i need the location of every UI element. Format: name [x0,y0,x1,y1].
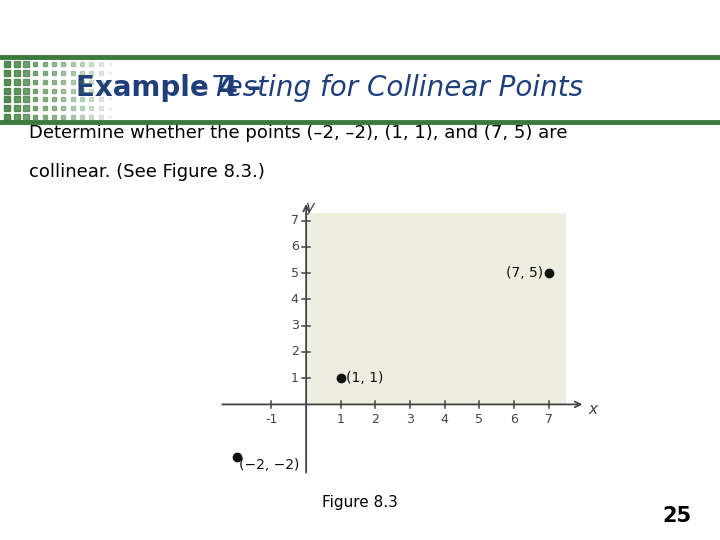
Text: (1, 1): (1, 1) [346,371,383,385]
Text: 25: 25 [662,507,691,526]
Text: 3: 3 [291,319,299,332]
Text: 6: 6 [291,240,299,253]
Text: 7: 7 [545,413,553,426]
Text: 5: 5 [475,413,483,426]
Text: Testing for Collinear Points: Testing for Collinear Points [212,74,583,102]
Text: 1: 1 [291,372,299,384]
Text: x: x [589,402,598,417]
Text: 7: 7 [290,214,299,227]
Text: 4: 4 [291,293,299,306]
Text: (7, 5): (7, 5) [506,266,544,280]
Text: (−2, −2): (−2, −2) [238,458,299,472]
Text: 1: 1 [337,413,345,426]
Text: 4: 4 [441,413,449,426]
Text: 6: 6 [510,413,518,426]
Text: 2: 2 [372,413,379,426]
Text: Example 4 –: Example 4 – [76,74,271,102]
Text: collinear. (See Figure 8.3.): collinear. (See Figure 8.3.) [29,163,265,181]
Text: 5: 5 [290,267,299,280]
Text: 3: 3 [406,413,414,426]
Text: Determine whether the points (–2, –2), (1, 1), and (7, 5) are: Determine whether the points (–2, –2), (… [29,124,567,142]
Text: Figure 8.3: Figure 8.3 [322,495,398,510]
Text: -1: -1 [265,413,278,426]
Text: 2: 2 [291,346,299,359]
Bar [306,213,566,404]
Text: y: y [306,200,315,215]
